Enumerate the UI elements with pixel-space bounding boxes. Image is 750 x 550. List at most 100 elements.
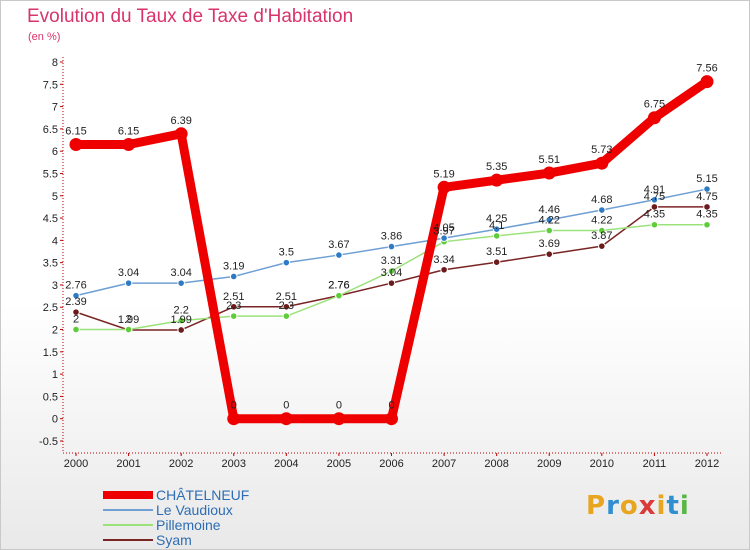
point-syam: [440, 265, 448, 274]
point-ch-telneuf: [385, 412, 398, 426]
point-syam: [703, 203, 711, 211]
data-label-ch-telneuf: 5.35: [486, 161, 507, 173]
chart-title: Evolution du Taux de Taxe d'Habitation: [27, 6, 354, 27]
data-label-pillemoine: 2.3: [226, 300, 241, 312]
data-label-le-vaudioux: 4.46: [539, 204, 560, 216]
point-syam: [650, 203, 659, 211]
data-label-syam: 2.51: [223, 291, 244, 303]
data-label-ch-telneuf: 6.15: [118, 125, 139, 137]
data-label-le-vaudioux: 4.68: [591, 194, 612, 206]
x-tick-label: 2005: [327, 458, 351, 470]
point-pillemoine: [387, 267, 396, 275]
x-tick-label: 2009: [537, 458, 561, 470]
y-tick-label: 8: [52, 57, 58, 69]
point-le-vaudioux: [440, 234, 448, 242]
y-tick-label: 0: [52, 414, 58, 426]
y-tick-label: 5: [52, 191, 58, 203]
y-tick-label: 3: [52, 280, 58, 292]
point-ch-telneuf: [700, 75, 714, 89]
data-label-ch-telneuf: 6.15: [65, 125, 86, 137]
data-label-le-vaudioux: 3.86: [381, 231, 402, 243]
point-pillemoine: [177, 316, 185, 325]
x-tick-label: 2003: [222, 458, 246, 470]
y-tick-label: 1: [52, 369, 58, 381]
data-label-syam: 4.75: [644, 191, 665, 203]
x-tick-label: 2011: [643, 458, 667, 470]
data-label-pillemoine: 2.2: [174, 305, 189, 317]
legend-item-chatelneuf: CHÂTELNEUF: [103, 487, 249, 502]
y-tick-label: 7.5: [43, 79, 58, 91]
x-tick-label: 2001: [116, 458, 140, 470]
point-le-vaudioux: [229, 272, 238, 281]
series-layer: [69, 75, 714, 426]
legend-label-le-vaudioux: Le Vaudioux: [156, 501, 233, 518]
data-label-ch-telneuf: 0: [388, 400, 394, 412]
data-label-ch-telneuf: 0: [336, 400, 342, 412]
point-le-vaudioux: [492, 225, 501, 234]
data-label-le-vaudioux: 3.04: [170, 267, 191, 279]
point-syam: [229, 302, 238, 311]
point-pillemoine: [492, 232, 501, 240]
point-le-vaudioux: [545, 216, 554, 224]
axes: -0.500.511.522.533.544.555.566.577.58200…: [39, 57, 721, 470]
point-ch-telneuf: [227, 412, 241, 426]
legend-swatch-chatelneuf: [103, 490, 153, 499]
y-tick-label: -0.5: [39, 436, 58, 448]
data-label-ch-telneuf: 7.56: [696, 63, 717, 75]
legend-label-pillemoine: Pillemoine: [156, 516, 221, 533]
data-label-le-vaudioux: 4.05: [433, 222, 454, 234]
y-tick-label: 0.5: [43, 391, 58, 403]
x-tick-label: 2000: [64, 458, 88, 470]
legend-label-syam: Syam: [156, 531, 192, 548]
point-ch-telneuf: [542, 166, 556, 180]
point-pillemoine: [229, 312, 238, 320]
y-tick-label: 6.5: [43, 124, 58, 136]
point-pillemoine: [72, 325, 80, 334]
point-le-vaudioux: [598, 206, 606, 214]
point-le-vaudioux: [650, 195, 659, 204]
point-ch-telneuf: [174, 127, 188, 141]
x-tick-label: 2012: [695, 458, 719, 470]
point-syam: [72, 308, 80, 316]
data-label-syam: 3.69: [539, 238, 560, 250]
data-label-le-vaudioux: 2.76: [65, 280, 86, 292]
point-syam: [387, 279, 396, 287]
data-label-syam: 1.99: [118, 314, 139, 326]
data-label-syam: 2.39: [65, 296, 86, 308]
point-ch-telneuf: [122, 137, 136, 151]
data-label-syam: 3.87: [591, 230, 612, 242]
logo-letter: P: [586, 491, 607, 521]
point-pillemoine: [650, 220, 659, 229]
point-le-vaudioux: [703, 185, 711, 193]
data-label-ch-telneuf: 0: [283, 400, 289, 412]
data-label-ch-telneuf: 6.75: [644, 99, 665, 111]
y-tick-label: 4.5: [43, 213, 58, 225]
point-syam: [177, 326, 185, 334]
logo-letter: r: [606, 491, 620, 521]
x-tick-label: 2006: [379, 458, 403, 470]
point-pillemoine: [545, 226, 554, 235]
data-label-pillemoine: 2: [73, 314, 79, 326]
point-le-vaudioux: [387, 242, 396, 251]
data-label-syam: 3.51: [486, 246, 507, 258]
data-label-le-vaudioux: 4.25: [486, 213, 507, 225]
point-ch-telneuf: [279, 412, 293, 426]
point-ch-telneuf: [437, 180, 451, 194]
data-label-pillemoine: 4.22: [539, 215, 560, 227]
data-label-le-vaudioux: 4.91: [644, 184, 665, 196]
x-tick-label: 2008: [484, 458, 508, 470]
x-tick-label: 2004: [274, 458, 298, 470]
logo-letter: i: [679, 491, 690, 521]
point-le-vaudioux: [72, 291, 80, 300]
y-tick-label: 1.5: [43, 347, 58, 359]
y-tick-label: 3.5: [43, 258, 58, 270]
y-tick-label: 6: [52, 146, 58, 158]
y-tick-label: 4: [52, 235, 58, 247]
data-label-ch-telneuf: 0: [231, 400, 237, 412]
data-label-syam: 2.51: [276, 291, 297, 303]
data-label-syam: 1.99: [170, 314, 191, 326]
data-label-le-vaudioux: 3.19: [223, 260, 244, 272]
legend-swatch-le-vaudioux: [103, 508, 153, 511]
y-tick-label: 2.5: [43, 302, 58, 314]
